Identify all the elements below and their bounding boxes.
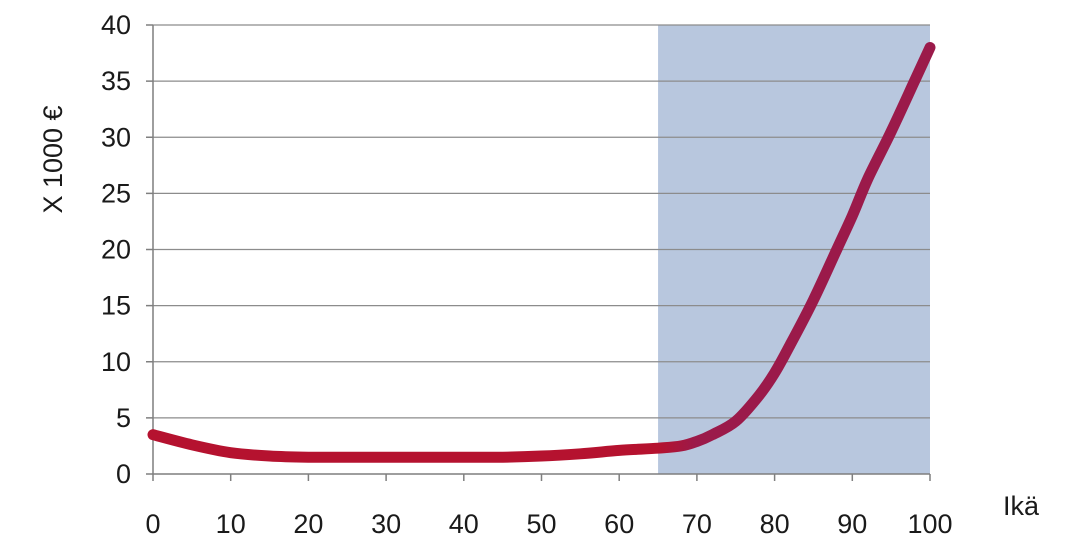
y-tick-label: 10: [101, 347, 131, 377]
gridlines: [153, 24, 930, 419]
y-tick-label: 30: [101, 122, 131, 152]
x-tick-label: 70: [682, 509, 712, 539]
y-tick-label: 15: [101, 291, 131, 321]
y-tick-label: 25: [101, 178, 131, 208]
y-tick-label: 35: [101, 66, 131, 96]
x-tick-label: 90: [837, 509, 867, 539]
x-tick-label: 10: [216, 509, 246, 539]
x-tick-label: 50: [526, 509, 556, 539]
x-tick-label: 80: [760, 509, 790, 539]
y-tick-label: 5: [116, 403, 131, 433]
y-axis-title: X 1000 €: [38, 105, 68, 213]
x-axis-title: Ikä: [1003, 491, 1040, 521]
x-tick-label: 0: [145, 509, 160, 539]
series-line-path: [147, 42, 936, 463]
x-tick-label: 60: [604, 509, 634, 539]
x-tick-label: 20: [293, 509, 323, 539]
y-tick-label: 0: [116, 459, 131, 489]
x-tick-label: 100: [907, 509, 952, 539]
series-line: [147, 42, 936, 463]
tick-labels: 0 5 10 15 20 25 30 35 40 0 10 20 30 40 50 60 70 80 90 100: [101, 10, 953, 539]
axes: [146, 24, 931, 481]
x-tick-label: 30: [371, 509, 401, 539]
x-tick-label: 40: [449, 509, 479, 539]
y-tick-label: 40: [101, 10, 131, 40]
y-tick-label: 20: [101, 235, 131, 265]
